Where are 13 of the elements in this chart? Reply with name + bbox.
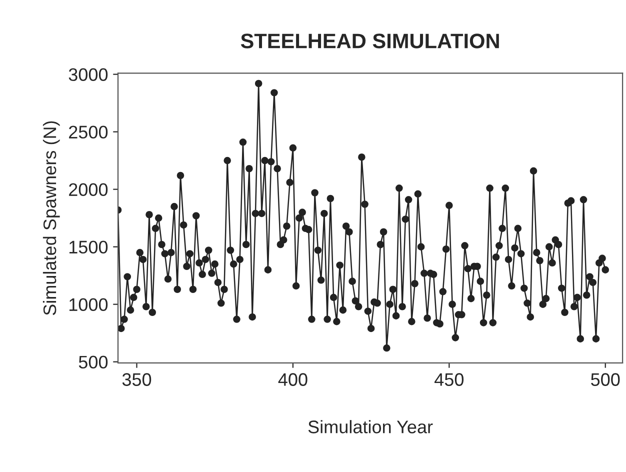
chart-title: STEELHEAD SIMULATION — [240, 34, 499, 48]
y-tick-label: 2500 — [69, 126, 108, 139]
y-tick-label: 1000 — [69, 298, 108, 312]
y-tick-label: 1500 — [69, 240, 108, 254]
y-axis-title: Simulated Spawners (N) — [42, 121, 60, 316]
x-axis-title: Simulation Year — [308, 420, 433, 434]
y-tick-label: 500 — [78, 356, 108, 369]
x-tick-label: 350 — [122, 373, 152, 386]
x-tick-label: 500 — [591, 373, 620, 386]
x-tick-label: 450 — [434, 373, 464, 386]
y-tick-label: 2000 — [69, 183, 108, 196]
y-tick-label: 3000 — [68, 68, 108, 82]
x-tick-label: 400 — [278, 373, 308, 386]
